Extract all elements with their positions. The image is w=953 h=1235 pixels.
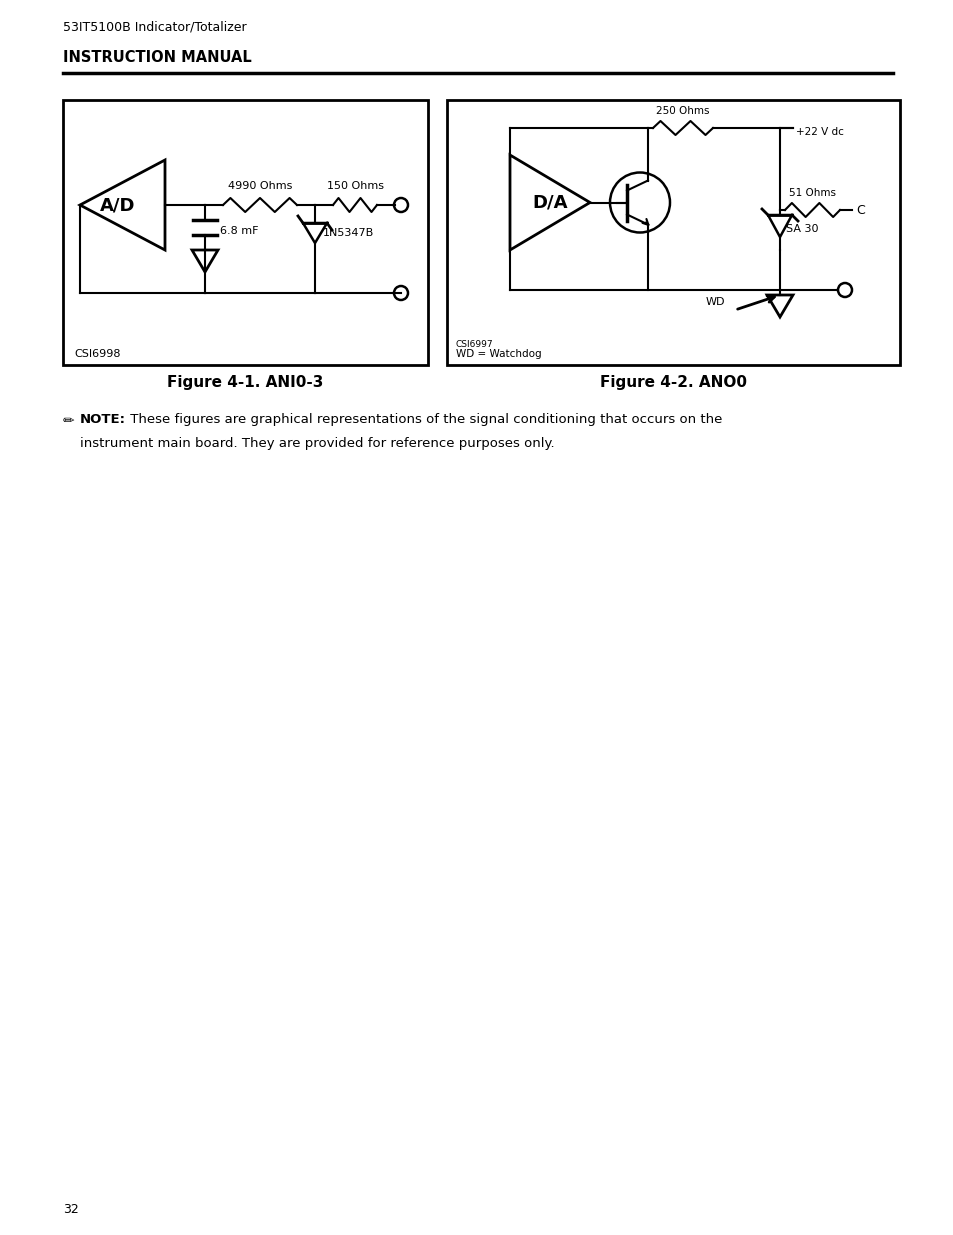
Text: 1N5347B: 1N5347B (323, 228, 374, 238)
Text: A/D: A/D (100, 196, 135, 214)
Text: +22 V dc: +22 V dc (795, 127, 843, 137)
Text: These figures are graphical representations of the signal conditioning that occu: These figures are graphical representati… (126, 412, 721, 426)
Text: WD: WD (704, 296, 724, 308)
Text: ✏: ✏ (63, 414, 74, 429)
Text: 51 Ohms: 51 Ohms (788, 188, 835, 198)
Text: WD = Watchdog: WD = Watchdog (456, 350, 541, 359)
Polygon shape (510, 156, 589, 249)
Text: 150 Ohms: 150 Ohms (327, 182, 384, 191)
Text: 250 Ohms: 250 Ohms (656, 106, 709, 116)
Text: C: C (855, 205, 863, 217)
Text: CSI6998: CSI6998 (74, 350, 120, 359)
Text: instrument main board. They are provided for reference purposes only.: instrument main board. They are provided… (80, 437, 554, 450)
Text: Figure 4-2. ANO0: Figure 4-2. ANO0 (599, 375, 746, 390)
Text: SA 30: SA 30 (785, 224, 818, 233)
Text: 6.8 mF: 6.8 mF (220, 226, 258, 236)
Text: INSTRUCTION MANUAL: INSTRUCTION MANUAL (63, 49, 252, 65)
Bar (447, 100, 899, 366)
Text: 53IT5100B Indicator/Totalizer: 53IT5100B Indicator/Totalizer (63, 20, 247, 33)
Text: 4990 Ohms: 4990 Ohms (228, 182, 292, 191)
Text: CSI6997: CSI6997 (456, 340, 493, 350)
Text: NOTE:: NOTE: (80, 412, 126, 426)
Polygon shape (80, 161, 165, 249)
Text: Figure 4-1. ANI0-3: Figure 4-1. ANI0-3 (167, 375, 323, 390)
Text: 32: 32 (63, 1203, 79, 1216)
Text: D/A: D/A (532, 194, 567, 211)
Bar (63, 100, 428, 366)
